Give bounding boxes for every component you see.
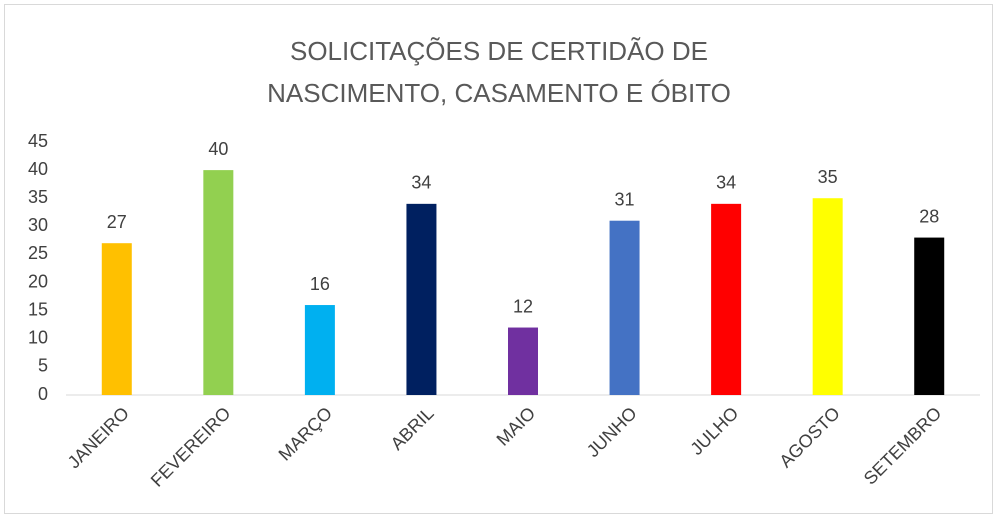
y-tick-label: 0: [38, 384, 48, 404]
data-label: 16: [310, 274, 330, 294]
data-label: 34: [411, 173, 431, 193]
x-tick-label: ABRIL: [387, 403, 438, 454]
bar: [101, 243, 132, 395]
x-tick-label: FEVEREIRO: [147, 403, 235, 491]
data-label: 12: [513, 296, 533, 316]
bar: [609, 220, 640, 395]
x-tick-label: MAIO: [493, 403, 540, 450]
bar: [203, 170, 234, 395]
y-tick-label: 35: [28, 187, 48, 207]
y-tick-label: 30: [28, 215, 48, 235]
data-label: 27: [107, 212, 127, 232]
x-tick-label: MARÇO: [275, 403, 337, 465]
data-label: 35: [818, 167, 838, 187]
y-tick-label: 45: [28, 131, 48, 151]
y-tick-label: 5: [38, 356, 48, 376]
x-tick-label: JUNHO: [583, 403, 641, 461]
bar: [711, 203, 742, 395]
data-label: 31: [615, 189, 635, 209]
data-label: 40: [208, 139, 228, 159]
x-tick-label: JULHO: [686, 403, 742, 459]
y-tick-label: 40: [28, 159, 48, 179]
y-tick-label: 20: [28, 271, 48, 291]
bar: [812, 198, 843, 395]
y-tick-label: 25: [28, 243, 48, 263]
data-label: 28: [919, 206, 939, 226]
data-label: 34: [716, 173, 736, 193]
x-tick-label: SETEMBRO: [860, 403, 946, 489]
x-tick-label: AGOSTO: [775, 403, 843, 471]
chart-border: [4, 4, 993, 514]
bar: [304, 305, 335, 395]
chart-title: SOLICITAÇÕES DE CERTIDÃO DE NASCIMENTO, …: [267, 36, 731, 108]
bar: [406, 203, 437, 395]
bar: [508, 327, 538, 395]
bar: [914, 237, 945, 395]
x-tick-label: JANEIRO: [64, 403, 133, 472]
y-tick-label: 10: [28, 328, 48, 348]
y-tick-label: 15: [28, 299, 48, 319]
